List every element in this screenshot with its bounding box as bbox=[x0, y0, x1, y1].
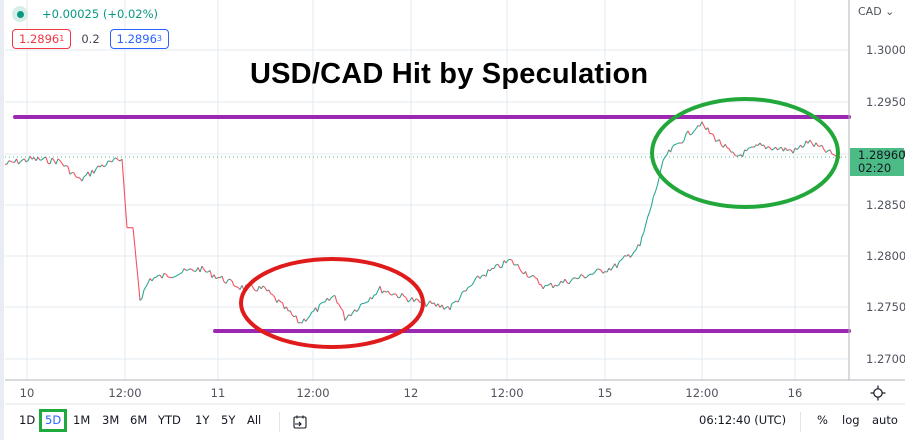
range-button-5y[interactable]: 5Y bbox=[221, 413, 236, 427]
time-tick: 12:00 bbox=[685, 386, 719, 400]
time-tick: 10 bbox=[19, 386, 35, 400]
price-tick: 1.30000 bbox=[866, 43, 905, 57]
date-range-icon[interactable] bbox=[292, 414, 308, 430]
time-tick: 12:00 bbox=[296, 386, 330, 400]
spread-value: 0.2 bbox=[81, 32, 100, 46]
time-tick: 16 bbox=[787, 386, 803, 400]
bearish-ellipse[interactable] bbox=[239, 257, 425, 349]
currency-selector[interactable]: CAD ⌄ bbox=[858, 5, 895, 18]
price-tick: 1.27000 bbox=[866, 352, 905, 366]
last-price-label: 1.28960 02:20 bbox=[850, 148, 905, 176]
buy-button[interactable]: 1.2896 3 bbox=[109, 29, 169, 49]
bar-countdown: 02:20 bbox=[858, 161, 892, 175]
price-tick: 1.28000 bbox=[866, 249, 905, 263]
range-button-all[interactable]: All bbox=[247, 413, 262, 427]
percent-toggle[interactable]: % bbox=[817, 413, 828, 427]
auto-toggle[interactable]: auto bbox=[872, 413, 898, 427]
time-tick: 15 bbox=[597, 386, 613, 400]
range-button-ytd[interactable]: YTD bbox=[158, 413, 181, 427]
toolbar-separator bbox=[800, 412, 801, 432]
time-tick: 12 bbox=[403, 386, 419, 400]
sell-button[interactable]: 1.2896 1 bbox=[12, 29, 72, 49]
price-change: +0.00025 (+0.02%) bbox=[42, 7, 158, 21]
time-tick: 11 bbox=[210, 386, 226, 400]
chart-title: USD/CAD Hit by Speculation bbox=[250, 58, 649, 90]
utc-clock[interactable]: 06:12:40 (UTC) bbox=[699, 413, 787, 427]
bullish-ellipse[interactable] bbox=[650, 97, 840, 209]
active-range-highlight bbox=[39, 409, 67, 432]
left-border bbox=[0, 0, 4, 440]
chart-settings-icon[interactable] bbox=[870, 385, 886, 401]
toolbar-separator bbox=[279, 412, 280, 432]
price-tick: 1.29500 bbox=[866, 95, 905, 109]
range-button-3m[interactable]: 3M bbox=[102, 413, 120, 427]
time-tick: 12:00 bbox=[490, 386, 524, 400]
time-tick: 12:00 bbox=[108, 386, 142, 400]
range-button-1y[interactable]: 1Y bbox=[195, 413, 210, 427]
legend-change-row: +0.00025 (+0.02%) bbox=[12, 5, 158, 23]
range-button-5d[interactable]: 5D bbox=[45, 413, 62, 427]
legend-quote-row: 1.2896 1 0.2 1.2896 3 bbox=[12, 29, 169, 49]
log-toggle[interactable]: log bbox=[842, 413, 860, 427]
price-tick: 1.27500 bbox=[866, 300, 905, 314]
range-button-6m[interactable]: 6M bbox=[130, 413, 148, 427]
price-axis[interactable] bbox=[850, 0, 905, 380]
range-button-1d[interactable]: 1D bbox=[19, 413, 36, 427]
vertical-gridlines bbox=[26, 0, 796, 380]
price-tick: 1.28500 bbox=[866, 198, 905, 212]
market-status-icon[interactable] bbox=[12, 6, 28, 22]
range-button-1m[interactable]: 1M bbox=[73, 413, 91, 427]
